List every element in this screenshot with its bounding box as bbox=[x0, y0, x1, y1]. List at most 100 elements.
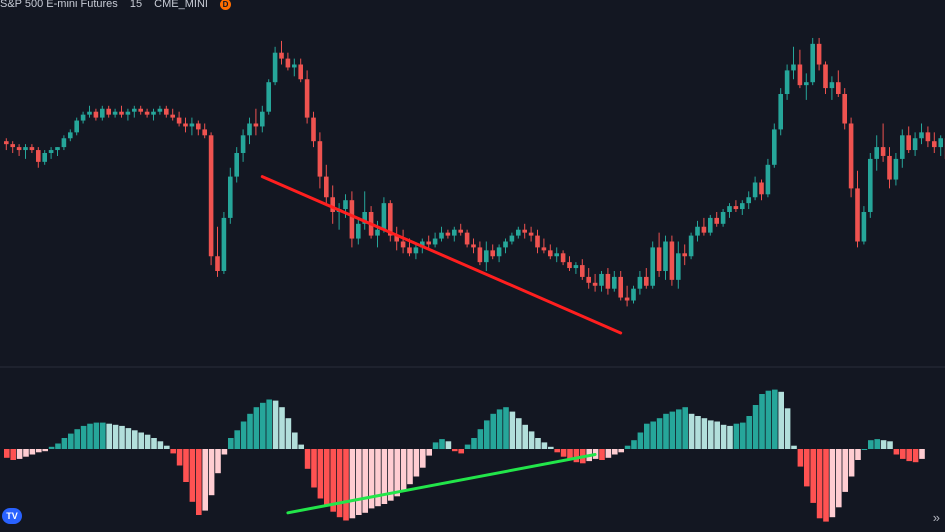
histogram-bar bbox=[356, 449, 362, 515]
candle-body bbox=[94, 112, 99, 118]
candle-body bbox=[254, 124, 259, 127]
histogram-bar bbox=[842, 449, 848, 492]
histogram-bar bbox=[407, 449, 413, 484]
candle-body bbox=[778, 94, 783, 129]
histogram-bar bbox=[708, 420, 714, 449]
candle-body bbox=[414, 247, 419, 253]
candle-body bbox=[612, 277, 617, 289]
candle-body bbox=[510, 236, 515, 242]
histogram-bar bbox=[138, 433, 144, 450]
candle-body bbox=[209, 135, 214, 256]
histogram-bar bbox=[324, 449, 330, 506]
histogram-bar bbox=[676, 409, 682, 449]
candle-body bbox=[17, 147, 22, 150]
histogram-bar bbox=[55, 444, 61, 450]
candle-body bbox=[836, 82, 841, 94]
histogram-bar bbox=[804, 449, 810, 486]
candle-body bbox=[471, 244, 476, 247]
histogram-bar bbox=[375, 449, 381, 506]
histogram-bar bbox=[234, 430, 240, 449]
histogram-bar bbox=[638, 433, 644, 450]
histogram-bar bbox=[695, 416, 701, 449]
histogram-bar bbox=[23, 449, 29, 457]
candle-body bbox=[913, 138, 918, 150]
histogram-bar bbox=[30, 449, 36, 455]
histogram-bar bbox=[791, 446, 797, 449]
histogram-bar bbox=[554, 449, 560, 452]
symbol-name[interactable]: S&P 500 E-mini Futures bbox=[0, 0, 118, 10]
histogram-bar bbox=[868, 440, 874, 449]
candle-body bbox=[900, 135, 905, 159]
histogram-bar bbox=[74, 429, 80, 449]
candle-body bbox=[753, 183, 758, 198]
histogram-bar bbox=[894, 449, 900, 455]
histogram-bar bbox=[542, 442, 548, 449]
histogram-bar bbox=[311, 449, 317, 488]
histogram-bar bbox=[574, 449, 580, 462]
histogram-bar bbox=[778, 392, 784, 449]
candle-body bbox=[260, 112, 265, 127]
histogram-bar bbox=[222, 449, 228, 455]
histogram-bar bbox=[702, 418, 708, 449]
candle-body bbox=[36, 150, 41, 162]
histogram-bar bbox=[721, 425, 727, 449]
candle-body bbox=[318, 141, 323, 176]
histogram-bar bbox=[785, 408, 791, 449]
histogram-bar bbox=[49, 447, 55, 449]
histogram-bar bbox=[158, 441, 164, 449]
chart-header: S&P 500 E-mini Futures 15 CME_MINI D bbox=[0, 0, 240, 12]
histogram-bar bbox=[145, 435, 151, 449]
histogram-bar bbox=[126, 428, 132, 449]
candle-body bbox=[554, 253, 559, 256]
histogram-bar bbox=[497, 409, 503, 449]
histogram-bar bbox=[644, 424, 650, 449]
histogram-bar bbox=[350, 449, 356, 518]
candle-body bbox=[106, 109, 111, 115]
histogram-bar bbox=[625, 446, 631, 449]
candle-body bbox=[535, 236, 540, 248]
candle-body bbox=[145, 112, 150, 115]
histogram-bar bbox=[670, 412, 676, 449]
histogram-bar bbox=[746, 416, 752, 449]
candle-body bbox=[228, 177, 233, 218]
candle-body bbox=[862, 212, 867, 242]
candle-body bbox=[55, 147, 60, 150]
candle-body bbox=[638, 277, 643, 289]
candle-body bbox=[676, 253, 681, 280]
candle-body bbox=[292, 65, 297, 68]
histogram-bar bbox=[330, 449, 336, 512]
histogram-bar bbox=[561, 449, 567, 457]
histogram-bar bbox=[318, 449, 324, 499]
histogram-bar bbox=[548, 447, 554, 449]
candle-body bbox=[164, 109, 169, 115]
histogram-bar bbox=[305, 449, 311, 469]
histogram-bar bbox=[452, 449, 458, 451]
candle-body bbox=[574, 265, 579, 268]
candle-body bbox=[10, 144, 15, 147]
candle-body bbox=[849, 124, 854, 189]
candle-body bbox=[222, 218, 227, 271]
histogram-bar bbox=[522, 425, 528, 449]
histogram-bar bbox=[657, 418, 663, 449]
candle-body bbox=[234, 153, 239, 177]
candles-group bbox=[4, 38, 945, 306]
candle-body bbox=[567, 262, 572, 268]
candle-body bbox=[151, 112, 156, 115]
scroll-to-realtime-button[interactable]: » bbox=[933, 510, 940, 525]
candle-body bbox=[100, 109, 105, 118]
histogram-bar bbox=[420, 449, 426, 468]
candle-body bbox=[190, 124, 195, 127]
histogram-bar bbox=[862, 449, 868, 450]
delayed-data-badge[interactable]: D bbox=[220, 0, 231, 10]
candle-body bbox=[279, 53, 284, 59]
tradingview-logo-icon[interactable]: TV bbox=[2, 508, 22, 524]
interval-label[interactable]: 15 bbox=[130, 0, 142, 10]
candle-body bbox=[4, 141, 9, 144]
candle-body bbox=[87, 112, 92, 115]
candle-body bbox=[350, 200, 355, 238]
candle-body bbox=[734, 206, 739, 209]
histogram-bar bbox=[215, 449, 221, 473]
candle-body bbox=[42, 153, 47, 162]
